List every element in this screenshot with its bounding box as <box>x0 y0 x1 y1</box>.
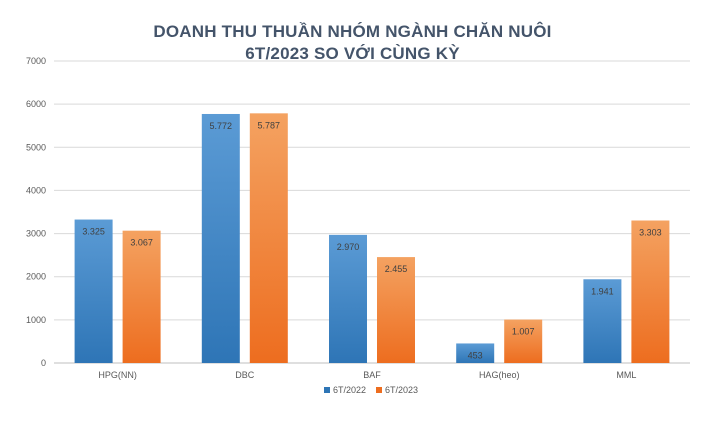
legend: 6T/2022 6T/2023 <box>324 385 418 395</box>
bar-6T/2023-HPG(NN) <box>122 230 161 363</box>
y-tick-label: 2000 <box>26 272 46 282</box>
data-label: 3.067 <box>130 238 153 248</box>
data-label: 5.772 <box>210 121 233 131</box>
x-category-label: DBC <box>235 370 255 380</box>
bar-6T/2022-HAG(heo) <box>456 343 495 363</box>
x-category-label: HAG(heo) <box>479 370 520 380</box>
legend-swatch <box>324 387 330 393</box>
y-tick-label: 4000 <box>26 185 46 195</box>
y-tick-label: 3000 <box>26 229 46 239</box>
x-category-label: HPG(NN) <box>98 370 137 380</box>
bar-6T/2023-DBC <box>249 113 288 364</box>
y-tick-label: 1000 <box>26 315 46 325</box>
data-label: 3.325 <box>82 227 105 237</box>
bar-6T/2023-BAF <box>377 257 415 363</box>
y-tick-label: 5000 <box>26 142 46 152</box>
bar-6T/2022-DBC <box>201 113 240 363</box>
chart-subtitle: 6T/2023 SO VỚI CÙNG KỲ <box>245 44 460 63</box>
bar-6T/2022-BAF <box>329 234 367 363</box>
data-label: 1.941 <box>591 286 614 296</box>
data-label: 1.007 <box>512 327 535 337</box>
data-label: 2.455 <box>385 264 408 274</box>
bar-6T/2022-HPG(NN) <box>74 219 113 363</box>
chart-title: DOANH THU THUẦN NHÓM NGÀNH CHĂN NUÔI <box>153 22 552 41</box>
data-label: 2.970 <box>337 242 360 252</box>
x-category-label: MML <box>616 370 636 380</box>
data-label: 3.303 <box>639 227 662 237</box>
y-tick-label: 7000 <box>26 56 46 66</box>
y-tick-label: 6000 <box>26 99 46 109</box>
legend-label: 6T/2023 <box>385 385 418 395</box>
bars <box>74 113 670 364</box>
x-category-label: BAF <box>363 370 381 380</box>
legend-swatch <box>376 387 382 393</box>
x-axis-categories: HPG(NN) DBC BAF HAG(heo) MML <box>98 370 636 380</box>
data-labels: 3.325 3.067 5.772 5.787 2.970 2.455 453 1.007 1.… <box>82 120 661 360</box>
legend-label: 6T/2022 <box>333 385 366 395</box>
y-tick-label: 0 <box>41 358 46 368</box>
bar-6T/2022-MML <box>583 279 622 363</box>
bar-6T/2023-MML <box>631 220 670 363</box>
y-axis-ticks: 0 1000 2000 3000 4000 5000 6000 7000 <box>26 56 46 368</box>
data-label: 453 <box>468 350 483 360</box>
bar-6T/2023-HAG(heo) <box>504 319 543 363</box>
data-label: 5.787 <box>258 120 281 130</box>
